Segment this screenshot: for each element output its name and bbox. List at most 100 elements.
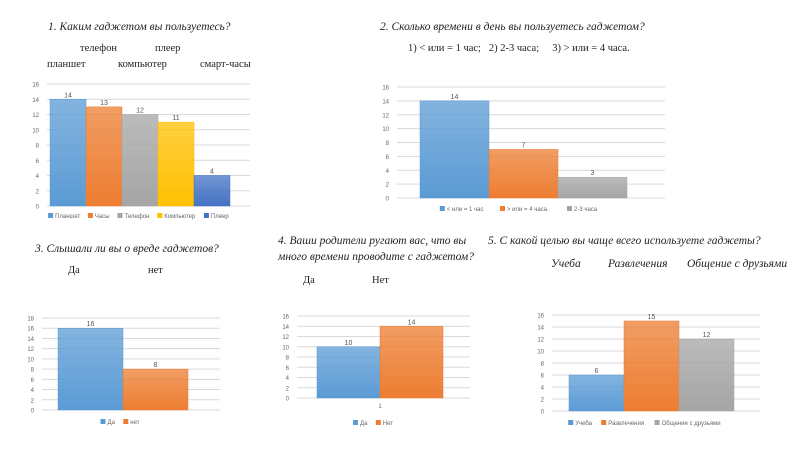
y-tick-label: 10 (32, 128, 39, 134)
legend-swatch (654, 420, 660, 425)
bar (49, 99, 87, 207)
legend-label: нет (130, 420, 139, 426)
y-tick-label: 16 (27, 327, 34, 333)
data-label: 16 (87, 321, 95, 328)
legend-swatch (87, 213, 93, 218)
y-tick-label: 4 (36, 174, 40, 180)
y-tick-label: 14 (537, 326, 544, 332)
y-tick-label: 16 (32, 83, 39, 89)
y-tick-label: 12 (32, 113, 39, 119)
q1-option: компьютер (118, 59, 167, 70)
q1-title: 1. Каким гаджетом вы пользуетесь? (48, 21, 231, 33)
legend-swatch (568, 420, 574, 425)
data-label: 12 (703, 332, 711, 339)
y-tick-label: 12 (282, 335, 289, 341)
y-tick-label: 12 (537, 338, 544, 344)
legend-swatch (203, 213, 209, 218)
y-tick-label: 2 (386, 183, 390, 189)
q5-option: Учеба (551, 258, 581, 270)
data-label: 11 (172, 115, 179, 122)
legend-label: Да (108, 420, 116, 426)
data-label: 8 (154, 362, 158, 369)
legend-swatch (157, 213, 163, 218)
legend-swatch (48, 213, 54, 218)
y-tick-label: 10 (537, 350, 544, 356)
q1-option: телефон (80, 43, 117, 54)
data-label: 12 (136, 108, 144, 115)
legend-label: Общение с друзьями (662, 421, 721, 427)
legend-label: Нет (383, 421, 393, 427)
y-tick-label: 8 (386, 141, 390, 147)
legend-label: Плеер (211, 214, 229, 220)
legend-swatch (353, 420, 358, 425)
bar (379, 326, 444, 399)
y-tick-label: 6 (386, 155, 390, 161)
y-tick-label: 14 (282, 325, 289, 331)
y-tick-label: 16 (537, 314, 544, 320)
y-tick-label: 14 (32, 98, 39, 104)
y-tick-label: 0 (31, 409, 35, 415)
bar (193, 175, 231, 207)
y-tick-label: 4 (541, 386, 545, 392)
legend-label: > или = 4 часа. (507, 207, 549, 213)
x-tick-label: 1 (378, 404, 382, 410)
data-label: 13 (100, 100, 108, 107)
y-tick-label: 6 (36, 159, 40, 165)
y-tick-label: 6 (286, 366, 290, 372)
y-tick-label: 16 (282, 315, 289, 321)
legend-swatch (500, 206, 505, 211)
legend-label: Компьютер (164, 214, 196, 220)
chart-3: 0 2 4 6 8 10 12 14 16 18 16 8 Да нет (27, 317, 220, 426)
legend-label: Планшет (55, 214, 80, 220)
data-label: 4 (210, 169, 214, 176)
legend-label: Развлечения (608, 421, 644, 427)
y-tick-label: 6 (31, 378, 35, 384)
legend-swatch (117, 213, 123, 218)
y-tick-label: 10 (382, 127, 389, 133)
y-tick-label: 2 (286, 386, 290, 392)
q5-title: 5. С какой целью вы чаще всего используе… (488, 235, 761, 247)
q4-title: много времени проводите с гаджетом? (278, 251, 475, 263)
y-tick-label: 12 (27, 347, 34, 353)
y-tick-label: 8 (541, 362, 545, 368)
q1-option: планшет (47, 59, 86, 70)
data-label: 14 (408, 319, 416, 326)
y-tick-label: 2 (541, 398, 545, 404)
legend-label: Учеба (575, 421, 593, 427)
y-tick-label: 2 (31, 398, 35, 404)
legend-swatch (375, 420, 381, 425)
legend-swatch (601, 420, 607, 425)
data-label: 3 (591, 170, 595, 177)
data-label: 7 (522, 142, 526, 149)
data-label: 14 (451, 94, 459, 101)
chart-2: 0 2 4 6 8 10 12 14 16 14 7 3 < или = 1 час > или = 4 … (382, 86, 665, 213)
data-label: 15 (648, 314, 656, 321)
legend-label: Телефон (125, 214, 150, 220)
y-tick-label: 18 (27, 317, 34, 323)
bar (122, 368, 189, 411)
bar (85, 106, 123, 207)
y-tick-label: 10 (27, 357, 34, 363)
legend-swatch (439, 206, 445, 211)
q3-option: Да (68, 265, 80, 276)
y-tick-label: 4 (286, 376, 290, 382)
legend-label: < или = 1 час (447, 207, 484, 213)
y-tick-label: 0 (36, 205, 40, 211)
data-label: 6 (595, 368, 599, 375)
q2-title: 2. Сколько времени в день вы пользуетесь… (380, 21, 645, 33)
bar (157, 121, 195, 207)
legend-label: 2-3 часа (574, 207, 598, 213)
y-tick-label: 0 (286, 397, 290, 403)
y-tick-label: 16 (382, 86, 389, 92)
bar (678, 338, 735, 412)
bar (623, 320, 680, 412)
legend-swatch (100, 419, 106, 424)
chart-1: 0 2 4 6 8 10 12 14 16 14 13 12 11 4 Планшет Часы Телефон… (32, 83, 250, 220)
q3-option: нет (148, 265, 163, 276)
y-tick-label: 14 (382, 99, 389, 105)
q2-options: 1) < или = 1 час; 2) 2-3 часа; 3) > или … (408, 43, 630, 54)
bar (568, 374, 625, 412)
legend-swatch (567, 206, 572, 211)
y-tick-label: 12 (382, 113, 389, 119)
